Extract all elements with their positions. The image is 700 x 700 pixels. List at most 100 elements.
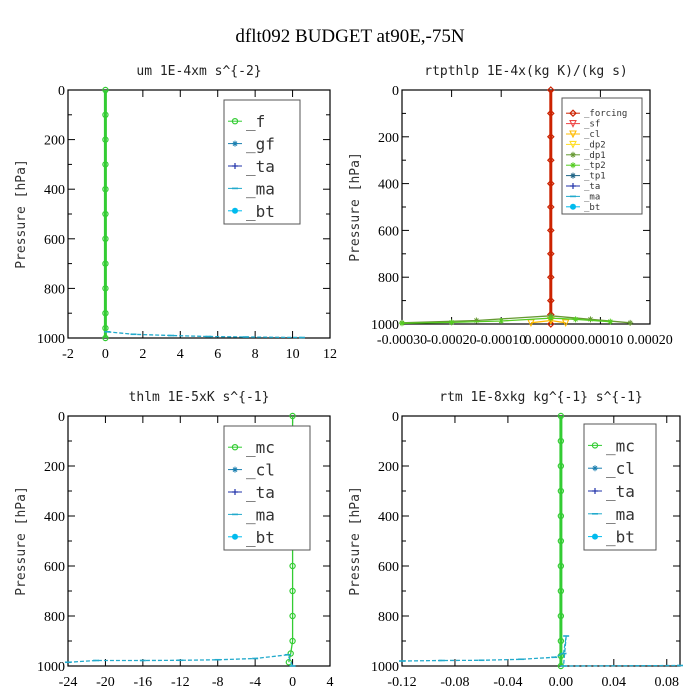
chart-panel-2: rtpthlp 1E-4x(kg K)/(kg s) 0 200 400 600 800 1…	[348, 64, 673, 348]
series-line	[401, 315, 631, 324]
y-tick-label: 200	[378, 131, 399, 146]
y-tick-label: 600	[378, 224, 399, 239]
data-point	[557, 587, 565, 595]
legend: _forcing_sf_cl_dp2_dp1_tp2_tp1_ta_ma_bt	[561, 97, 643, 215]
legend-label: _cl	[606, 459, 635, 478]
data-point	[557, 487, 565, 495]
legend-marker	[231, 117, 239, 125]
data-point	[546, 179, 555, 188]
legend-marker	[592, 465, 598, 472]
data-point	[102, 334, 109, 342]
legend-label: _ma	[246, 179, 275, 198]
x-tick-label: 10	[286, 347, 300, 362]
legend-marker	[570, 162, 576, 169]
data-point	[473, 317, 480, 324]
data-point	[102, 285, 109, 292]
x-tick-label: 0.04	[602, 675, 627, 690]
data-point	[102, 111, 109, 119]
data-point	[557, 462, 565, 470]
x-tick-label: 12	[323, 347, 337, 362]
panel-title: thlm 1E-5xK s^{-1}	[129, 390, 270, 405]
data-point	[289, 612, 296, 620]
legend-label: _dp2	[584, 140, 606, 150]
series-f	[102, 86, 109, 342]
legend-box	[561, 97, 643, 215]
legend-marker	[232, 140, 238, 147]
data-point	[102, 310, 109, 317]
data-point	[546, 249, 555, 258]
x-tick-label: -0.00020	[427, 333, 477, 348]
y-tick-label: 1000	[37, 660, 65, 675]
data-point	[607, 318, 614, 325]
data-point	[557, 612, 565, 620]
panel-title: rtm 1E-8xkg kg^{-1} s^{-1}	[439, 390, 643, 405]
legend: _mc _cl _ta _ma _bt	[583, 423, 657, 551]
y-tick-label: 600	[44, 560, 65, 575]
panel-title: um 1E-4xm s^{-2}	[136, 64, 261, 79]
x-tick-label: 0.00020	[627, 333, 673, 348]
data-point	[557, 562, 565, 570]
data-point	[527, 319, 535, 328]
legend-marker	[231, 444, 239, 451]
data-point	[289, 562, 296, 570]
data-point	[572, 316, 579, 323]
legend-label: _ma	[606, 505, 635, 524]
legend-label: _ta	[584, 182, 600, 192]
y-tick-label: 400	[44, 183, 65, 198]
data-point	[102, 260, 109, 267]
legend-label: _bt	[246, 528, 275, 547]
y-tick-label: 0	[392, 84, 399, 99]
legend-label: _ta	[246, 483, 275, 502]
legend-label: _sf	[584, 120, 600, 130]
y-tick-label: 400	[378, 510, 399, 525]
legend-marker	[570, 183, 576, 189]
legend-label: _bt	[606, 528, 635, 547]
data-point	[557, 437, 565, 445]
legend-marker	[569, 130, 577, 139]
legend-marker	[569, 120, 577, 128]
figure-title: dflt092 BUDGET at90E,-75N	[235, 26, 464, 47]
data-point	[102, 324, 109, 332]
legend-label: _mc	[246, 438, 275, 457]
data-point	[289, 637, 296, 645]
y-tick-label: 1000	[37, 332, 65, 347]
y-tick-label: 400	[378, 178, 399, 193]
x-tick-label: 2	[139, 347, 146, 362]
legend-label: _cl	[584, 130, 600, 140]
legend-marker	[232, 489, 238, 495]
y-tick-label: 0	[58, 410, 65, 425]
x-tick-label: -16	[134, 675, 153, 690]
series-line	[401, 317, 611, 324]
x-tick-label: -4	[249, 675, 261, 690]
data-point	[498, 317, 505, 324]
legend-label: _ma	[584, 192, 600, 202]
data-point	[546, 296, 555, 305]
y-tick-label: 400	[44, 510, 65, 525]
data-point	[448, 319, 455, 326]
y-tick-label: 800	[378, 271, 399, 286]
y-tick-label: 200	[44, 134, 65, 149]
data-point	[546, 320, 555, 328]
x-tick-label: -24	[59, 675, 78, 690]
data-point	[102, 235, 109, 242]
series-mc	[557, 412, 565, 670]
data-point	[546, 273, 555, 282]
legend-marker	[232, 533, 238, 540]
legend-label: _dp1	[584, 151, 606, 161]
data-point	[546, 132, 555, 141]
legend-box	[223, 425, 311, 551]
x-tick-label: 0.08	[655, 675, 680, 690]
series-line	[107, 331, 302, 339]
x-tick-label: -0.08	[440, 675, 469, 690]
data-point	[547, 315, 554, 322]
x-tick-label: -0.04	[493, 675, 522, 690]
legend-label: _ta	[606, 482, 635, 501]
x-tick-label: 0	[289, 675, 296, 690]
data-point	[557, 537, 565, 545]
y-tick-label: 200	[44, 460, 65, 475]
legend: _f _gf _ta _ma _bt	[223, 99, 301, 225]
data-point	[546, 86, 555, 94]
legend-marker	[570, 151, 576, 158]
